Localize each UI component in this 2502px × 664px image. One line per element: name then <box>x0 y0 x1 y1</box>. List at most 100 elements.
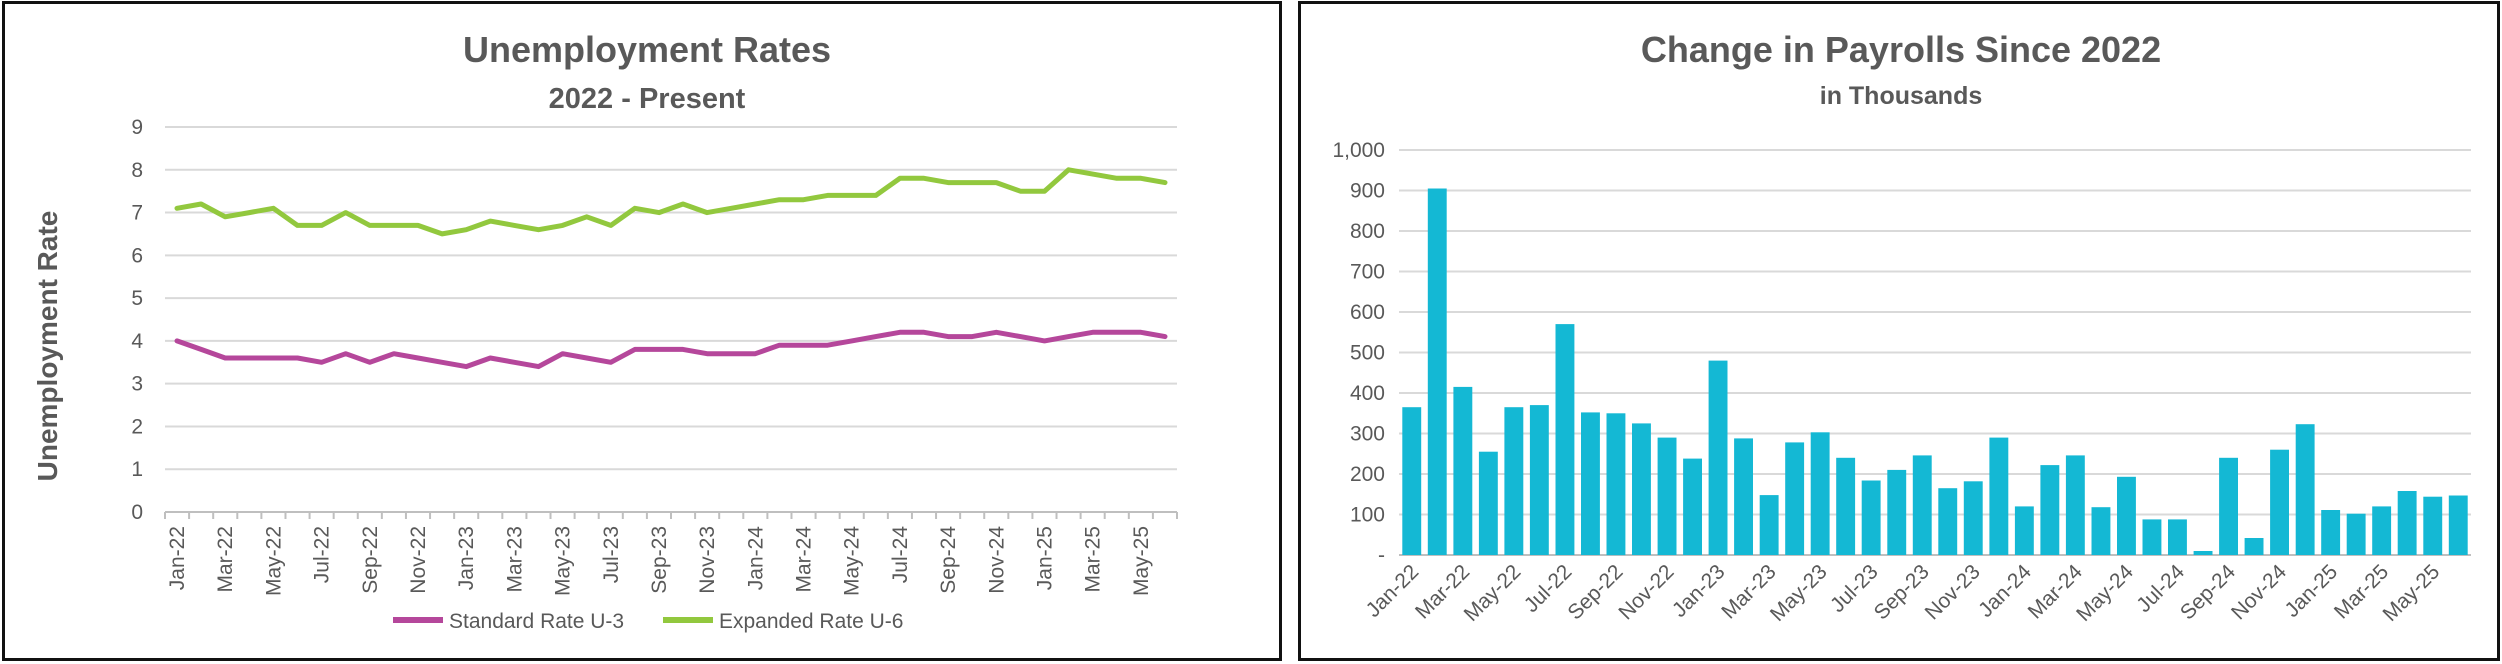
legend-label-u3: Standard Rate U-3 <box>449 610 624 633</box>
series-line-u6 <box>174 167 1168 237</box>
x-tick-label: Jan-24 <box>744 526 767 591</box>
x-tick-label: Nov-22 <box>1614 560 1678 624</box>
bar <box>1810 432 1830 555</box>
bar <box>1453 386 1473 555</box>
bar <box>1402 407 1422 555</box>
series-lines <box>174 167 1168 370</box>
unemployment-chart: Unemployment Rates 2022 - Present Unempl… <box>32 29 1178 633</box>
bar <box>1861 480 1881 555</box>
y-tick-label: 5 <box>131 287 143 310</box>
y-tick-label: 8 <box>131 159 143 182</box>
x-tick-label: Sep-22 <box>1563 560 1627 624</box>
bar <box>2295 424 2315 555</box>
bar <box>1912 455 1932 555</box>
bar <box>2372 506 2392 555</box>
y-tick-label: 600 <box>1350 301 1385 324</box>
chart-subtitle: 2022 - Present <box>549 83 746 115</box>
y-tick-label: 100 <box>1350 504 1385 527</box>
y-tick-label: 800 <box>1350 220 1385 243</box>
bar <box>1504 407 1524 555</box>
x-tick-label: Nov-22 <box>407 526 430 594</box>
y-tick-label: 3 <box>131 373 143 396</box>
payrolls-chart-panel: Change in Payrolls Since 2022 in Thousan… <box>1298 1 2500 661</box>
x-axis-ticks: Jan-22Mar-22May-22Jul-22Sep-22Nov-22Jan-… <box>1362 560 2445 626</box>
y-tick-label: 0 <box>131 501 143 524</box>
y-axis-ticks: 0 1 2 3 4 5 6 7 8 9 <box>131 116 143 524</box>
x-tick-label: Sep-22 <box>359 526 382 594</box>
x-tick-label: Mar-23 <box>503 526 526 593</box>
x-tick-label: Jul-22 <box>311 526 334 583</box>
bar <box>2091 507 2111 555</box>
x-tick-label: May-24 <box>2072 560 2138 626</box>
bar <box>1529 405 1549 555</box>
bar <box>1785 442 1805 555</box>
bar <box>2423 496 2443 555</box>
x-tick-label: May-22 <box>1460 560 1526 626</box>
bar <box>1836 457 1856 555</box>
bar <box>1657 437 1677 555</box>
bar <box>2014 506 2034 555</box>
x-tick-label: May-25 <box>1130 526 1153 596</box>
x-tick-label: Mar-22 <box>214 526 237 593</box>
y-tick-label: 4 <box>131 330 143 353</box>
bar <box>1938 488 1958 555</box>
x-tick-label: May-25 <box>2378 560 2444 626</box>
x-tick-label: Nov-24 <box>2227 560 2291 624</box>
chart-subtitle: in Thousands <box>1820 82 1983 110</box>
x-tick-label: Nov-23 <box>696 526 719 594</box>
bar <box>2244 538 2264 555</box>
bar <box>1478 451 1498 555</box>
bar <box>1606 413 1626 556</box>
payrolls-chart: Change in Payrolls Since 2022 in Thousan… <box>1332 29 2471 626</box>
legend-label-u6: Expanded Rate U-6 <box>719 610 903 633</box>
bar <box>2168 519 2187 555</box>
y-tick-label: 9 <box>131 116 143 139</box>
bar <box>2117 476 2136 555</box>
x-tick-label: May-23 <box>552 526 575 596</box>
y-tick-label: 6 <box>131 244 143 267</box>
bar <box>1427 188 1447 555</box>
y-tick-label: 900 <box>1350 180 1385 203</box>
y-tick-label: 2 <box>131 415 143 438</box>
y-tick-label: 700 <box>1350 261 1385 284</box>
x-tick-label: Nov-23 <box>1921 560 1985 624</box>
y-tick-label: 200 <box>1350 463 1385 486</box>
bar <box>2397 491 2417 555</box>
bar <box>1759 495 1779 555</box>
x-tick-label: Jan-23 <box>455 526 478 590</box>
series-line-u3 <box>174 329 1168 370</box>
bar <box>1708 360 1728 555</box>
y-axis-label: Unemployment Rate <box>32 211 63 482</box>
gridlines <box>1399 149 2471 556</box>
y-tick-label: 500 <box>1350 342 1385 365</box>
legend: Standard Rate U-3 Expanded Rate U-6 <box>393 610 903 633</box>
x-tick-label: Mar-25 <box>1082 526 1105 593</box>
bar <box>2193 551 2213 555</box>
x-tick-label: Sep-23 <box>1870 560 1934 624</box>
bar <box>1887 469 1907 555</box>
bar <box>1632 423 1651 555</box>
bar <box>1581 412 1600 555</box>
x-tick-label: Mar-24 <box>793 526 816 593</box>
x-tick-label: Jan-22 <box>1362 560 1424 622</box>
y-tick-label: 7 <box>131 202 143 225</box>
chart-title: Unemployment Rates <box>463 29 831 70</box>
x-tick-label: Jan-23 <box>1668 560 1730 622</box>
bar <box>2065 455 2085 555</box>
bars <box>1402 188 2468 556</box>
y-tick-label: 300 <box>1350 423 1385 446</box>
x-tick-label: Jan-25 <box>2280 560 2342 622</box>
x-tick-label: Jan-22 <box>166 526 189 590</box>
x-tick-label: Jan-25 <box>1033 526 1056 590</box>
unemployment-chart-panel: Unemployment Rates 2022 - Present Unempl… <box>2 1 1282 661</box>
bar <box>2040 465 2060 555</box>
y-axis-ticks: - 100 200 300 400 500 600 700 800 900 1,000 <box>1332 139 1385 567</box>
chart-title: Change in Payrolls Since 2022 <box>1641 29 2161 70</box>
y-tick-label: 1,000 <box>1332 139 1385 162</box>
bar <box>2321 510 2341 555</box>
y-tick-label: 400 <box>1350 382 1385 405</box>
x-tick-label: Nov-24 <box>985 526 1008 594</box>
bar <box>2270 449 2289 555</box>
x-tick-label: May-23 <box>1766 560 1832 626</box>
bar <box>2219 457 2238 555</box>
